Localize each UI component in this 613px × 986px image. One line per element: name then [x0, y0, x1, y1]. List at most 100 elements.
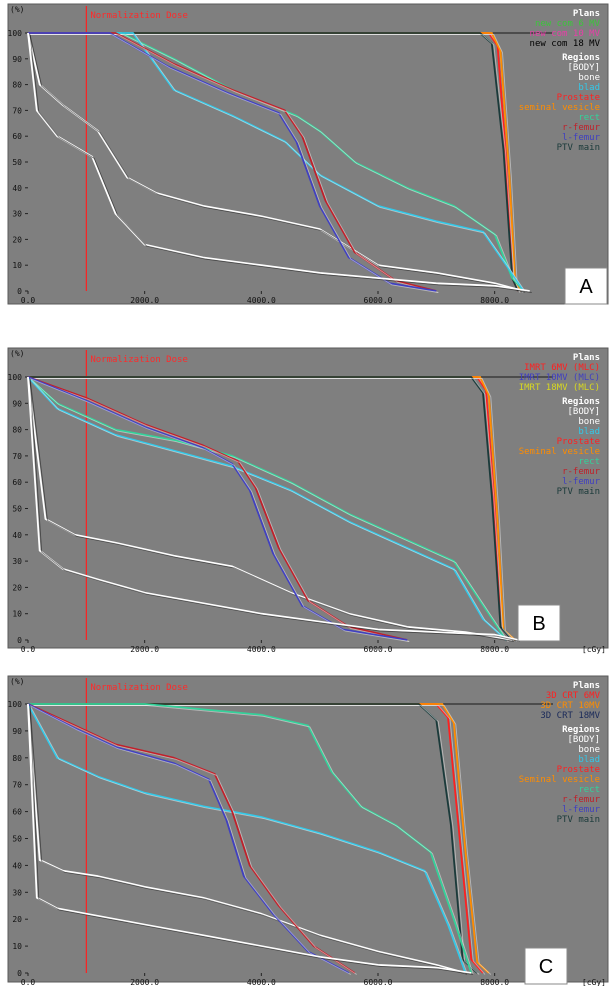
y-tick-label: 60 — [12, 808, 22, 817]
legend-region-item: PTV main — [557, 815, 600, 825]
legend-plan-item: 3D CRT 6MV — [546, 691, 601, 701]
normalization-dose-label: Normalization Dose — [90, 355, 188, 365]
y-tick-label: 0 — [17, 636, 22, 645]
dvh-curve-shadow — [30, 34, 527, 293]
legend-plans-title: Plans — [573, 9, 600, 19]
panel-letter-box — [524, 947, 568, 985]
x-tick-label: 6000.0 — [364, 645, 393, 654]
y-tick-label: 70 — [12, 781, 22, 790]
x-tick-label: 4000.0 — [247, 978, 276, 986]
y-tick-label: 100 — [8, 29, 23, 38]
legend-plan-item: IMRT 6MV (MLC) — [524, 363, 600, 373]
x-tick-label: 8000.0 — [480, 978, 509, 986]
legend-plan-item: IMRT 18MV (MLC) — [519, 383, 600, 393]
x-tick-label: 4000.0 — [247, 296, 276, 305]
legend-plan-item: 3D CRT 18MV — [540, 711, 600, 721]
y-tick-label: 20 — [12, 235, 22, 244]
y-tick-label: 10 — [12, 261, 22, 270]
legend-region-item: blad — [578, 83, 600, 93]
y-unit-label: (%) — [10, 677, 24, 686]
legend-plan-item: 3D CRT 10MV — [540, 701, 600, 711]
legend-plan-item: new com 18 MV — [530, 39, 601, 49]
dvh-curve-shadow — [29, 34, 532, 293]
dvh-curve-ptv-main — [28, 376, 513, 641]
dvh-curve-shadow — [29, 705, 474, 975]
legend-region-item: l-femur — [562, 477, 601, 487]
y-tick-label: 70 — [12, 106, 22, 115]
dvh-curve-shadow — [30, 34, 439, 293]
legend-region-item: rect — [578, 785, 600, 795]
legend-region-item: r-femur — [562, 795, 601, 805]
dvh-panel-a: 0 10 20 30 40 50 60 70 80 90 100 0.0 2000.0 4000.0 600… — [7, 3, 609, 305]
y-tick-label: 40 — [12, 531, 22, 540]
y-tick-label: 80 — [12, 81, 22, 90]
dvh-curve-shadow — [29, 705, 357, 975]
panel-letter: B — [532, 613, 545, 635]
legend-plans-title: Plans — [573, 681, 600, 691]
panel-letter: A — [579, 276, 593, 298]
x-tick-label: 0.0 — [21, 645, 36, 654]
y-tick-label: 100 — [8, 700, 23, 709]
y-tick-label: 10 — [12, 942, 22, 951]
legend-plans-title: Plans — [573, 353, 600, 363]
legend-region-item: [BODY] — [567, 63, 600, 73]
dvh-curve-shadow — [29, 705, 468, 975]
x-tick-label: 4000.0 — [247, 645, 276, 654]
dvh-curve-shadow — [30, 34, 527, 293]
dvh-curve-rect — [28, 703, 473, 974]
y-tick-label: 50 — [12, 505, 22, 514]
dvh-curve-shadow — [30, 705, 474, 975]
y-tick-label: 90 — [12, 399, 22, 408]
legend-region-item: l-femur — [562, 805, 601, 815]
y-tick-label: 60 — [12, 132, 22, 141]
legend-region-item: rect — [578, 457, 600, 467]
legend-region-item: blad — [578, 755, 600, 765]
legend-region-item: bone — [578, 73, 600, 83]
dvh-curve-blad — [27, 703, 467, 974]
y-unit-label: (%) — [10, 349, 24, 358]
normalization-dose-label: Normalization Dose — [90, 11, 188, 21]
dvh-curve-shadow — [29, 378, 509, 642]
dvh-curve-r-femur — [27, 703, 356, 974]
legend-region-item: r-femur — [562, 467, 601, 477]
x-tick-label: 6000.0 — [364, 978, 393, 986]
y-tick-label: 50 — [12, 158, 22, 167]
y-tick-label: 40 — [12, 184, 22, 193]
legend-region-item: rect — [578, 113, 600, 123]
legend-region-item: Prostate — [557, 765, 600, 775]
y-tick-label: 10 — [12, 610, 22, 619]
dvh-curve-bone — [27, 703, 466, 974]
y-tick-label: 60 — [12, 478, 22, 487]
legend-region-item: [BODY] — [567, 735, 600, 745]
y-tick-label: 30 — [12, 210, 22, 219]
y-tick-label: 80 — [12, 754, 22, 763]
y-tick-label: 50 — [12, 835, 22, 844]
dvh-panel-b: 0 10 20 30 40 50 60 70 80 90 100 0.0 2000.0 4000.0 600… — [7, 347, 609, 654]
legend-region-item: Seminal vesicle — [519, 775, 600, 785]
y-tick-label: 100 — [8, 373, 23, 382]
x-tick-label: 2000.0 — [130, 645, 159, 654]
legend-regions-title: Regions — [562, 52, 600, 63]
dvh-curve-shadow — [30, 705, 480, 975]
dvh-curve-shadow — [30, 34, 439, 293]
dvh-curve-shadow — [29, 705, 352, 975]
y-tick-label: 90 — [12, 55, 22, 64]
legend-regions-title: Regions — [562, 724, 600, 735]
legend-region-item: blad — [578, 427, 600, 437]
dvh-curve-shadow — [29, 378, 410, 642]
dvh-curve-shadow — [29, 378, 515, 642]
legend-region-item: Prostate — [557, 437, 600, 447]
legend-plan-item: new com 10 MV — [530, 29, 601, 39]
plot-background — [7, 347, 609, 649]
x-tick-label: 8000.0 — [480, 296, 509, 305]
legend-plan-item: new com 6 MV — [535, 19, 601, 29]
y-unit-label: (%) — [10, 5, 24, 14]
legend-regions-title: Regions — [562, 396, 600, 407]
dvh-curve-shadow — [29, 378, 521, 642]
legend-region-item: PTV main — [557, 143, 600, 153]
y-tick-label: 20 — [12, 915, 22, 924]
y-tick-label: 30 — [12, 888, 22, 897]
dvh-curve--body- — [27, 32, 530, 292]
x-tick-label: 2000.0 — [130, 296, 159, 305]
